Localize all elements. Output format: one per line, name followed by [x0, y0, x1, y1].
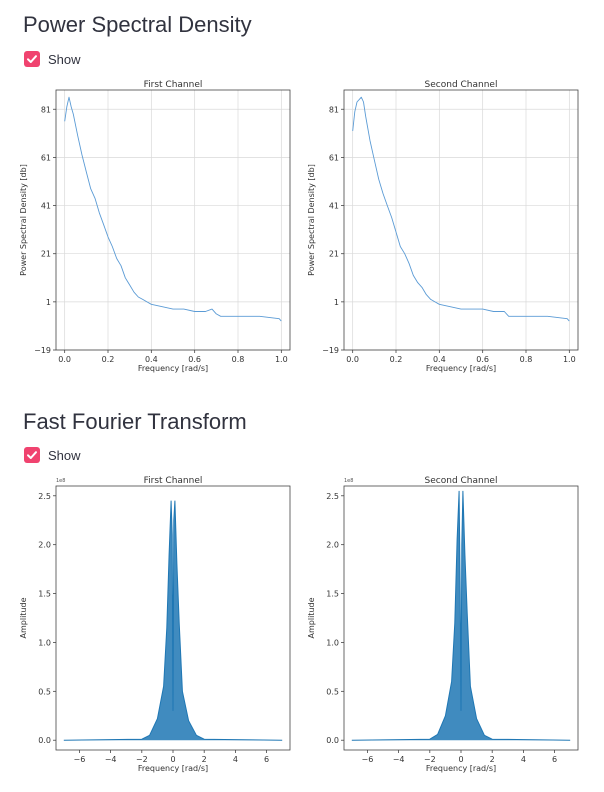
y-tick-label: 2.5: [38, 492, 51, 501]
section-title-psd: Power Spectral Density: [23, 12, 252, 37]
x-tick-label: 6: [264, 755, 269, 764]
y-offset-label: 1e8: [56, 478, 65, 484]
y-tick-label: 41: [329, 202, 339, 211]
y-tick-label: 0.5: [326, 687, 339, 696]
x-axis-label: Frequency [rad/s]: [426, 364, 496, 373]
x-tick-label: 2: [202, 755, 207, 764]
y-tick-label: 1.5: [38, 590, 51, 599]
x-tick-label: −4: [393, 755, 405, 764]
x-tick-label: 0: [458, 755, 463, 764]
series-line: [64, 96, 282, 322]
x-tick-label: 2: [490, 755, 495, 764]
fft-show-label: Show: [48, 447, 81, 463]
plot-frame: [55, 89, 291, 351]
y-tick-label: 1.5: [326, 590, 339, 599]
y-tick-label: 61: [41, 153, 51, 162]
x-tick-label: 0.4: [433, 355, 446, 364]
x-tick-label: 1.0: [563, 355, 576, 364]
y-tick-label: 0.5: [38, 687, 51, 696]
series-line: [63, 500, 283, 741]
x-tick-label: 0.2: [390, 355, 403, 364]
y-tick-label: 2.5: [326, 492, 339, 501]
x-tick-label: 1.0: [275, 355, 288, 364]
checkmark-icon: [24, 51, 40, 67]
y-axis-label: Amplitude: [19, 597, 28, 638]
x-tick-label: 0.8: [232, 355, 245, 364]
y-tick-label: 61: [329, 153, 339, 162]
x-tick-label: 0.6: [188, 355, 201, 364]
y-tick-label: 1.0: [326, 638, 339, 647]
fft-second-channel-chart: Second Channel −6 −4 −2 0 2 4 6 0.0 0.5 1.0 1.5 2.0 2…: [307, 476, 579, 773]
x-axis-label: Frequency [rad/s]: [426, 764, 496, 773]
x-tick-label: 0.6: [476, 355, 489, 364]
y-tick-label: 2.0: [38, 541, 51, 550]
psd-show-checkbox[interactable]: Show: [24, 51, 81, 67]
y-tick-label: 81: [329, 105, 339, 114]
y-offset-label: 1e8: [344, 478, 353, 484]
x-tick-label: 0.8: [520, 355, 533, 364]
y-tick-label: 1.0: [38, 638, 51, 647]
x-tick-label: 4: [521, 755, 526, 764]
y-axis-label: Power Spectral Density [db]: [19, 164, 28, 276]
x-tick-label: 0.4: [145, 355, 158, 364]
y-tick-label: 21: [41, 250, 51, 259]
checkmark-icon: [24, 447, 40, 463]
y-tick-label: −19: [34, 346, 51, 355]
x-tick-label: −2: [424, 755, 436, 764]
y-tick-label: 41: [41, 202, 51, 211]
x-tick-label: 0: [170, 755, 175, 764]
psd-show-label: Show: [48, 51, 81, 67]
series-line: [351, 490, 571, 741]
x-tick-label: −6: [362, 755, 374, 764]
x-tick-label: 0.0: [58, 355, 71, 364]
y-tick-label: 1: [46, 298, 51, 307]
fft-first-channel-chart: First Channel −6 −4 −2 0 2 4 6 0.0 0.5 1.0 1.5 2.0 2.…: [19, 476, 291, 773]
y-tick-label: 0.0: [326, 736, 339, 745]
y-tick-label: 2.0: [326, 541, 339, 550]
psd-second-channel-chart: Second Channel 0.0 0.2 0.4 0.6 0.8 1.0 −19 1 21 41…: [307, 80, 579, 373]
series-line: [352, 96, 570, 322]
x-axis-label: Frequency [rad/s]: [138, 364, 208, 373]
x-tick-label: −6: [74, 755, 86, 764]
y-tick-label: −19: [322, 346, 339, 355]
x-axis-label: Frequency [rad/s]: [138, 764, 208, 773]
fft-show-checkbox[interactable]: Show: [24, 447, 81, 463]
x-tick-label: 6: [552, 755, 557, 764]
y-tick-label: 1: [334, 298, 339, 307]
chart-title: First Channel: [144, 476, 203, 486]
y-tick-label: 0.0: [38, 736, 51, 745]
section-title-fft: Fast Fourier Transform: [23, 409, 247, 434]
chart-title: Second Channel: [425, 80, 498, 90]
chart-title: Second Channel: [425, 476, 498, 486]
x-tick-label: −2: [136, 755, 148, 764]
plot-frame: [343, 89, 579, 351]
y-tick-label: 21: [329, 250, 339, 259]
x-tick-label: 0.2: [102, 355, 115, 364]
x-tick-label: 4: [233, 755, 238, 764]
y-tick-label: 81: [41, 105, 51, 114]
psd-first-channel-chart: First Channel 0.0 0.2 0.4 0.6 0.8 1.0 −19 1 21 41 6…: [19, 80, 291, 373]
chart-title: First Channel: [144, 80, 203, 90]
x-tick-label: 0.0: [346, 355, 359, 364]
y-axis-label: Power Spectral Density [db]: [307, 164, 316, 276]
x-tick-label: −4: [105, 755, 117, 764]
y-axis-label: Amplitude: [307, 597, 316, 638]
